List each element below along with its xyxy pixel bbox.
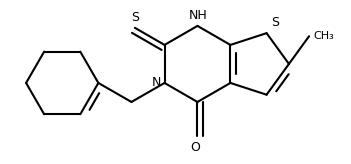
Text: CH₃: CH₃ [313, 31, 334, 41]
Text: S: S [271, 16, 279, 29]
Text: N: N [152, 76, 161, 89]
Text: S: S [131, 10, 139, 24]
Text: O: O [191, 142, 200, 154]
Text: NH: NH [189, 9, 208, 22]
